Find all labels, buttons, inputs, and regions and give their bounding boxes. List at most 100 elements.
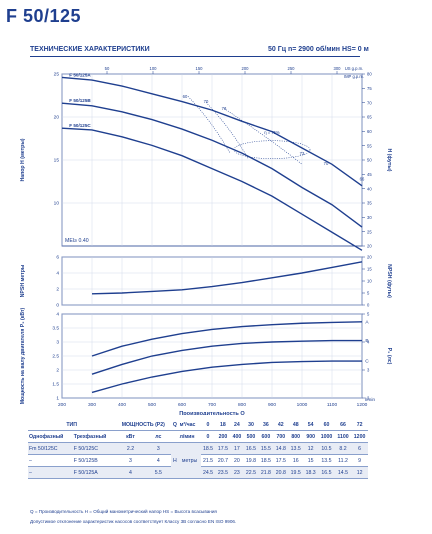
efficiency-contour-75: [233, 140, 311, 159]
top-tick-label: 100: [150, 66, 158, 71]
y2-axis-label: P₂ (лс): [386, 348, 392, 365]
flow-m3h-4: 36: [258, 419, 274, 431]
series-line-A: [91, 321, 363, 357]
y2-tick-label: 55: [367, 143, 372, 148]
flow-lmin-4: 600: [258, 430, 274, 443]
y-tick-label: 3.5: [52, 326, 59, 332]
y2-tick-label: 70: [367, 100, 372, 105]
row-b-h-4: 18.5: [258, 454, 274, 467]
row-c-h-7: 12: [303, 442, 319, 455]
y2-tick-label: 3: [367, 368, 370, 373]
y2-tick-label: 40: [367, 186, 372, 191]
row-a-three: F 50/125A: [72, 466, 116, 479]
y-tick-label: 25: [54, 72, 60, 78]
row-a-h-1: 23.5: [215, 466, 231, 479]
row-b-h-2: 20: [230, 454, 244, 467]
efficiency-label: η = 75%: [264, 130, 280, 135]
flow-m3h-9: 66: [334, 419, 352, 431]
y2-tick-label: 75: [367, 86, 372, 91]
row-c-h-10: 6: [351, 442, 368, 455]
y2-tick-label: 20: [367, 255, 372, 260]
y2-tick-label: 30: [367, 215, 372, 220]
col-q-units2: л/мин: [178, 430, 201, 443]
top-tick-label: 250: [288, 66, 296, 71]
series-line-F-50/125A: [61, 76, 363, 187]
top-tick-label: 150: [196, 66, 204, 71]
row-c-h-1: 17.5: [215, 442, 231, 455]
series-label: C: [365, 359, 369, 365]
row-a-h-4: 21.8: [258, 466, 274, 479]
row-a-hp: 5.5: [145, 466, 172, 479]
col-kw: кВт: [115, 430, 146, 443]
series-line-F-50/125C: [61, 127, 363, 251]
row-b-h-7: 15: [303, 454, 319, 467]
col-h-units: метры: [178, 442, 201, 479]
col-power: МОЩНОСТЬ (P2): [115, 419, 172, 431]
efficiency-label: 73: [222, 106, 227, 111]
col-single-phase: Однофазный: [28, 430, 73, 443]
flow-m3h-10: 72: [351, 419, 368, 431]
flow-m3h-5: 42: [273, 419, 289, 431]
series-line-F-50/125B: [61, 102, 363, 228]
row-a-single: –: [28, 466, 73, 479]
y-tick-label: 2: [56, 287, 59, 293]
y-axis-label: NPSH метры: [20, 264, 26, 297]
row-c-h-5: 14.8: [273, 442, 289, 455]
row-a-h-7: 18.3: [303, 466, 319, 479]
flow-lmin-5: 700: [273, 430, 289, 443]
row-b-hp: 4: [145, 454, 172, 467]
series-label: A: [365, 319, 369, 325]
x-tick-label: 800: [238, 402, 246, 408]
row-c-h-8: 10.5: [318, 442, 335, 455]
x-tick-label: 1200: [357, 402, 368, 408]
col-type: ТИП: [28, 419, 116, 431]
row-c-single: Fm 50/125C: [28, 442, 73, 455]
y2-axis-label: NPSH (футы): [386, 264, 393, 298]
row-b-h-0: 21.5: [200, 454, 216, 467]
performance-charts: 1015202520253035404550556065707580Напор …: [20, 66, 393, 415]
flow-lmin-3: 500: [243, 430, 259, 443]
series-label: B: [365, 338, 368, 344]
y-axis-label: Мощность на валу двигателя P₂ (кВт): [20, 307, 26, 404]
row-b-h-9: 11.2: [334, 454, 352, 467]
y2-tick-label: 15: [367, 267, 372, 272]
row-a-h-6: 19.5: [288, 466, 304, 479]
efficiency-label: 66: [360, 177, 365, 182]
row-c-h-6: 13.5: [288, 442, 304, 455]
row-c-h-3: 16.5: [243, 442, 259, 455]
flow-lmin-9: 1100: [334, 430, 352, 443]
flow-m3h-0: 0: [200, 419, 216, 431]
y2-tick-label: 80: [367, 72, 372, 77]
efficiency-contour: [223, 108, 303, 165]
y-tick-label: 4: [56, 312, 59, 318]
y-tick-label: 2: [56, 368, 59, 374]
flow-lmin-2: 400: [230, 430, 244, 443]
flow-m3h-6: 48: [288, 419, 304, 431]
y-tick-label: 0: [56, 303, 59, 309]
row-a-h-0: 24.5: [200, 466, 216, 479]
row-a-kw: 4: [115, 466, 146, 479]
row-c-h-9: 8.2: [334, 442, 352, 455]
series-line-B: [91, 339, 362, 375]
efficiency-label: 70: [204, 99, 209, 104]
y2-tick-label: 10: [367, 279, 372, 284]
flow-lmin-6: 800: [288, 430, 304, 443]
flow-lmin-10: 1200: [351, 430, 368, 443]
flow-m3h-2: 24: [230, 419, 244, 431]
flow-lmin-8: 1000: [318, 430, 335, 443]
row-c-h-0: 18.5: [200, 442, 216, 455]
row-b-h-8: 13.5: [318, 454, 335, 467]
top-tick-label: 200: [242, 66, 250, 71]
series-line-C: [91, 360, 362, 394]
y-axis-label: Напор H (метры): [20, 138, 26, 181]
series-label: F 50/125C: [69, 123, 91, 128]
row-b-single: –: [28, 454, 73, 467]
x-tick-label: 600: [178, 402, 186, 408]
y2-tick-label: 65: [367, 115, 372, 120]
row-b-h-10: 9: [351, 454, 368, 467]
col-q-units1: м³/час: [178, 419, 201, 431]
y-tick-label: 3: [56, 340, 59, 346]
page-title: F 50/125: [6, 6, 82, 26]
row-b-h-3: 19.8: [243, 454, 259, 467]
operating-conditions: 50 Гц n= 2900 об/мин HS= 0 м: [268, 46, 369, 53]
